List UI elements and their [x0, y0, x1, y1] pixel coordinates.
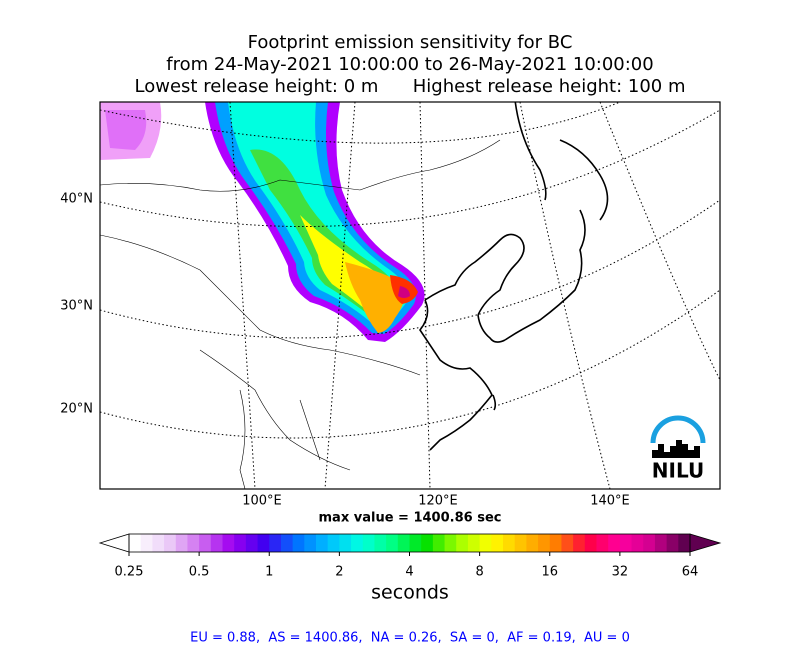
colorbar-cell	[479, 534, 492, 552]
colorbar-cell	[386, 534, 399, 552]
colorbar-tick-label: 2	[335, 565, 343, 580]
map: NILU	[100, 102, 720, 489]
colorbar-label: seconds	[371, 582, 449, 604]
colorbar: 0.25 0.5 1 2 4 8 16 32 64	[98, 533, 722, 580]
lon-label: 100°E	[242, 494, 282, 509]
colorbar-cell	[222, 534, 235, 552]
colorbar-cell	[397, 534, 410, 552]
colorbar-cell	[549, 534, 562, 552]
colorbar-tick-label: 8	[475, 565, 483, 580]
colorbar-cell	[421, 534, 434, 552]
colorbar-cell	[456, 534, 469, 552]
title-line: Footprint emission sensitivity for BC	[248, 32, 573, 53]
colorbar-cell	[234, 534, 247, 552]
lat-label: 30°N	[60, 299, 93, 314]
colorbar-cell	[444, 534, 457, 552]
colorbar-tick-label: 0.5	[189, 565, 210, 580]
region-stats: EU = 0.88, AS = 1400.86, NA = 0.26, SA =…	[190, 631, 630, 646]
colorbar-extend	[689, 533, 722, 553]
colorbar-cell	[304, 534, 317, 552]
colorbar-cell	[432, 534, 446, 552]
colorbar-cell	[187, 534, 200, 552]
colorbar-cell	[199, 534, 212, 552]
colorbar-cell	[561, 534, 574, 552]
colorbar-cell	[596, 534, 609, 552]
colorbar-cell	[608, 534, 621, 552]
colorbar-cell	[257, 534, 270, 552]
colorbar-tick-label: 32	[612, 565, 629, 580]
colorbar-cell	[491, 534, 504, 552]
colorbar-cell	[538, 534, 551, 552]
logo-text: NILU	[652, 459, 704, 483]
lat-label: 20°N	[60, 402, 93, 417]
colorbar-tick-label: 4	[405, 565, 413, 580]
colorbar-cell	[269, 534, 282, 552]
colorbar-cell	[678, 534, 691, 552]
colorbar-cell	[280, 534, 294, 552]
colorbar-cell	[164, 534, 177, 552]
colorbar-cell	[526, 534, 539, 552]
colorbar-cell	[514, 534, 527, 552]
colorbar-cell	[140, 534, 153, 552]
colorbar-cell	[152, 534, 165, 552]
colorbar-cell	[245, 534, 259, 552]
colorbar-cell	[573, 534, 586, 552]
colorbar-cell	[643, 534, 656, 552]
logo: NILU	[650, 415, 706, 483]
colorbar-cell	[292, 534, 305, 552]
colorbar-cell	[374, 534, 387, 552]
colorbar-cell	[210, 534, 223, 552]
colorbar-cell	[175, 534, 188, 552]
colorbar-cell	[327, 534, 340, 552]
map-frame	[99, 101, 721, 490]
lon-label: 140°E	[590, 494, 630, 509]
colorbar-cell	[631, 534, 644, 552]
lat-label: 40°N	[60, 192, 93, 207]
axis-labels: 40°N 30°N 20°N 100°E 120°E 140°E max val…	[60, 192, 630, 526]
colorbar-extend	[98, 533, 130, 553]
colorbar-tick-label: 16	[541, 565, 558, 580]
colorbar-cell	[654, 534, 668, 552]
colorbar-cell	[409, 534, 422, 552]
title: Footprint emission sensitivity for BC fr…	[135, 32, 686, 97]
max-value: max value = 1400.86 sec	[319, 511, 502, 526]
colorbar-cell	[351, 534, 364, 552]
colorbar-cell	[316, 534, 329, 552]
colorbar-cell	[362, 534, 375, 552]
colorbar-tick-label: 1	[265, 565, 273, 580]
colorbar-cell	[129, 534, 142, 552]
colorbar-tick-label: 64	[682, 565, 699, 580]
colorbar-tick-label: 0.25	[115, 565, 144, 580]
title-line: Lowest release height: 0 m Highest relea…	[135, 76, 686, 97]
colorbar-cell	[666, 534, 679, 552]
colorbar-cell	[584, 534, 597, 552]
lon-label: 120°E	[418, 494, 458, 509]
colorbar-cell	[503, 534, 516, 552]
title-line: from 24-May-2021 10:00:00 to 26-May-2021…	[166, 54, 653, 75]
colorbar-cell	[619, 534, 633, 552]
colorbar-cell	[467, 534, 481, 552]
colorbar-cell	[339, 534, 352, 552]
